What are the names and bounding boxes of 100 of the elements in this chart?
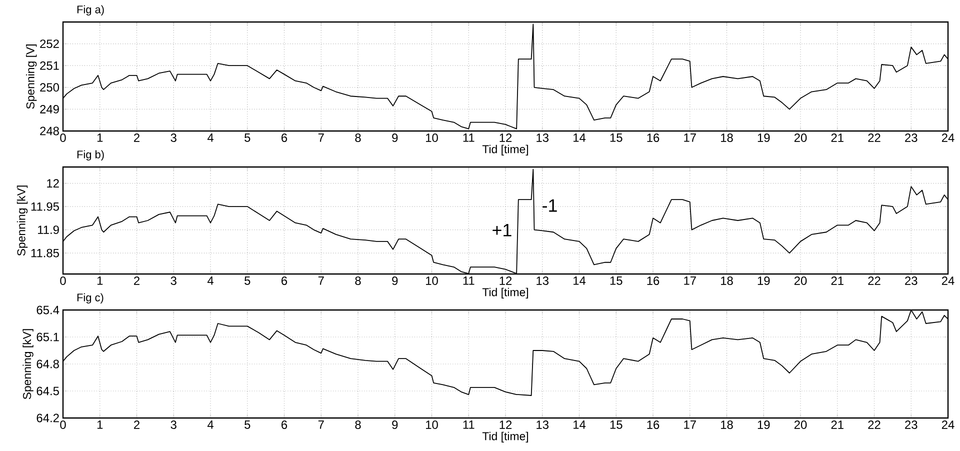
x-tick-label: 12: [500, 276, 512, 285]
x-tick-label: 13: [536, 134, 549, 142]
x-tick-label: 0: [60, 420, 66, 429]
x-tick-label: 8: [355, 134, 361, 142]
x-tick-label: 4: [207, 134, 214, 142]
x-tick-label: 6: [282, 134, 288, 142]
x-tick-label: 12: [500, 134, 512, 142]
chart-title: Fig b): [77, 150, 104, 160]
x-tick-label: 16: [647, 276, 660, 285]
x-tick-label: 6: [282, 276, 288, 285]
x-tick-label: 23: [905, 134, 918, 142]
y-tick-label: 65.4: [36, 306, 60, 314]
x-tick-label: 9: [392, 420, 398, 429]
x-tick-label: 7: [318, 420, 324, 429]
annotation: -1: [542, 199, 557, 212]
x-tick-label: 2: [134, 134, 140, 142]
x-tick-label: 11: [463, 420, 474, 429]
x-tick-label: 5: [244, 276, 250, 285]
y-tick-label: 251: [40, 61, 59, 70]
x-tick-label: 10: [426, 134, 438, 142]
x-tick-label: 21: [831, 276, 844, 285]
x-tick-label: 3: [170, 134, 176, 142]
x-tick-label: 14: [574, 276, 586, 285]
x-tick-label: 23: [905, 420, 918, 429]
x-tick-label: 5: [244, 134, 250, 142]
x-tick-label: 4: [207, 420, 214, 429]
y-tick-label: 11.85: [31, 248, 59, 258]
x-tick-label: 1: [97, 134, 103, 142]
x-tick-label: 15: [610, 134, 622, 142]
x-tick-label: 4: [207, 276, 214, 285]
x-tick-label: 23: [905, 276, 918, 285]
x-tick-label: 24: [942, 134, 954, 142]
x-tick-label: 5: [244, 420, 250, 429]
x-tick-label: 11: [463, 134, 474, 142]
x-axis-title: Tid [time]: [482, 432, 528, 442]
x-tick-label: 15: [610, 276, 622, 285]
y-tick-label: 252: [40, 40, 59, 48]
x-tick-label: 0: [60, 134, 66, 142]
x-tick-label: 21: [831, 134, 844, 142]
x-tick-label: 21: [831, 420, 844, 429]
x-tick-label: 1: [97, 420, 103, 429]
y-tick-label: 64.5: [36, 386, 59, 396]
y-tick-label: 11.95: [31, 202, 59, 211]
y-tick-label: 11.9: [38, 226, 59, 234]
x-tick-label: 9: [392, 276, 398, 285]
y-tick-label: 65.1: [36, 332, 59, 342]
x-tick-label: 11: [463, 276, 474, 285]
x-tick-label: 20: [794, 420, 807, 429]
y-tick-label: 249: [40, 104, 59, 114]
x-tick-label: 16: [647, 134, 660, 142]
x-tick-label: 17: [684, 420, 696, 429]
x-tick-label: 12: [500, 420, 512, 429]
x-tick-label: 22: [868, 276, 880, 285]
x-tick-label: 9: [392, 134, 398, 142]
x-axis-title: Tid [time]: [482, 144, 528, 156]
x-tick-label: 14: [574, 134, 586, 142]
x-tick-label: 17: [684, 276, 696, 285]
x-tick-label: 10: [426, 276, 438, 285]
x-tick-label: 8: [355, 276, 361, 285]
x-tick-label: 18: [721, 420, 733, 429]
x-tick-label: 10: [426, 420, 438, 429]
y-tick-label: 64.8: [36, 360, 59, 368]
y-axis-title: Spenning [V]: [26, 44, 37, 109]
x-tick-label: 24: [942, 420, 954, 429]
x-tick-label: 2: [134, 420, 140, 429]
x-tick-label: 8: [355, 420, 361, 429]
y-axis-title: Spenning [kV]: [22, 329, 34, 400]
x-tick-label: 18: [721, 134, 733, 142]
annotation: +1: [492, 224, 512, 236]
y-axis-title: Spenning [kV]: [16, 186, 28, 256]
x-tick-label: 1: [97, 276, 103, 285]
x-tick-label: 13: [536, 420, 549, 429]
x-axis-title: Tid [time]: [482, 288, 528, 298]
x-tick-label: 24: [942, 276, 954, 285]
x-tick-label: 19: [758, 420, 770, 429]
x-tick-label: 15: [610, 420, 622, 429]
x-tick-label: 20: [794, 134, 807, 142]
x-tick-label: 3: [170, 276, 176, 285]
y-tick-label: 248: [40, 126, 59, 136]
x-tick-label: 19: [758, 276, 770, 285]
x-tick-label: 19: [758, 134, 770, 142]
x-tick-label: 17: [684, 134, 696, 142]
y-tick-label: 12: [47, 179, 59, 188]
y-tick-label: 250: [40, 83, 60, 92]
x-tick-label: 0: [60, 276, 66, 285]
x-tick-label: 22: [868, 134, 880, 142]
x-tick-label: 6: [282, 420, 288, 429]
x-tick-label: 22: [868, 420, 880, 429]
y-tick-label: 64.2: [36, 414, 59, 422]
chart-title: Fig c): [77, 293, 104, 304]
x-tick-label: 14: [574, 420, 586, 429]
x-tick-label: 3: [170, 420, 176, 429]
x-tick-label: 13: [536, 276, 549, 285]
chart-title: Fig a): [77, 5, 104, 16]
x-tick-label: 16: [647, 420, 660, 429]
x-tick-label: 18: [721, 276, 733, 285]
x-tick-label: 2: [134, 276, 140, 285]
x-tick-label: 7: [318, 276, 324, 285]
x-tick-label: 7: [318, 134, 324, 142]
x-tick-label: 20: [794, 276, 807, 285]
